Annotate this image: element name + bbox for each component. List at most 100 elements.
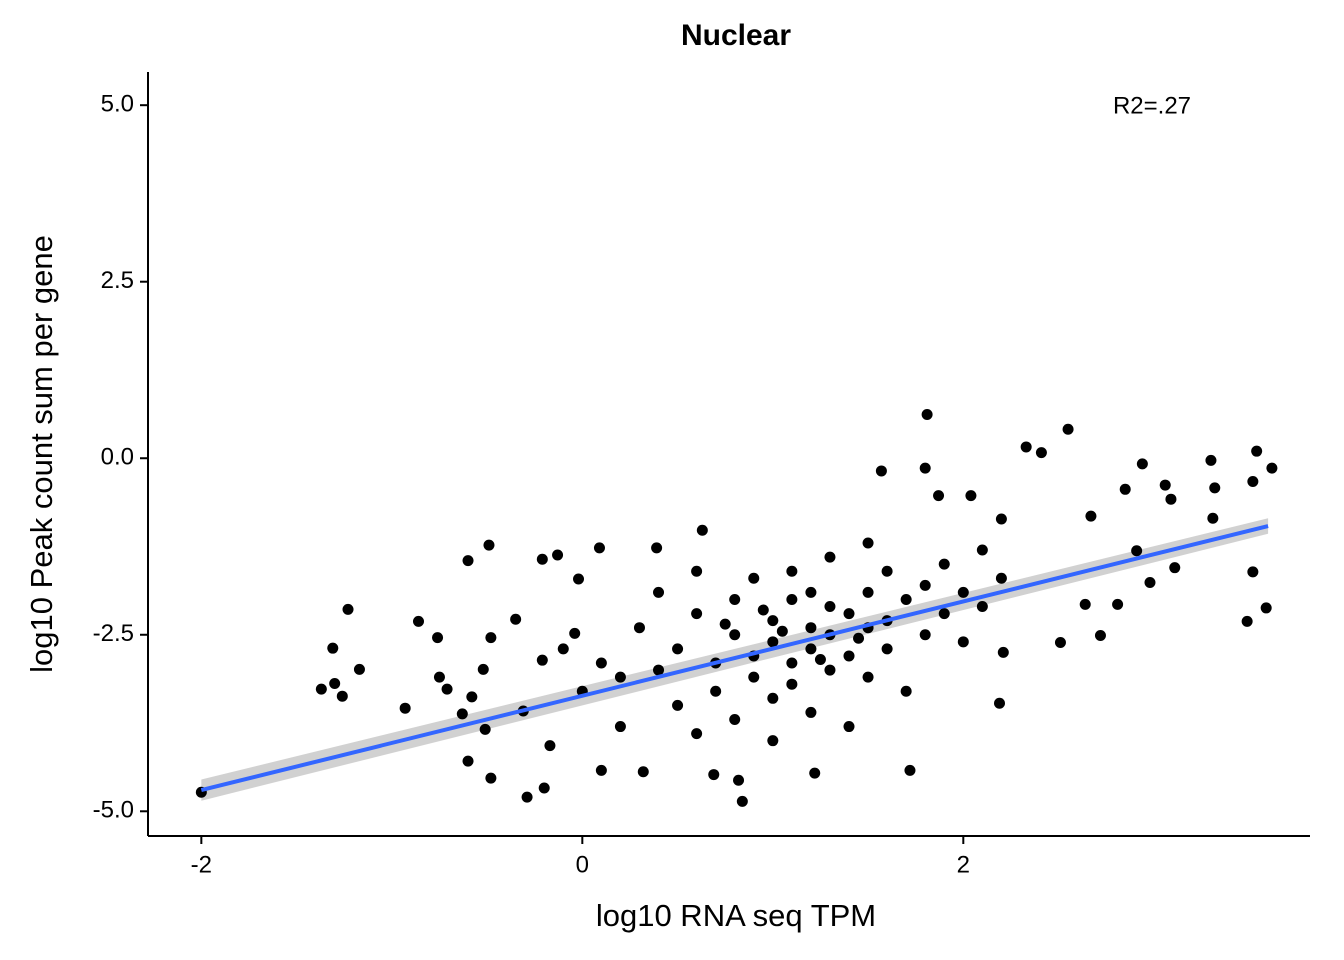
point bbox=[432, 632, 444, 644]
point bbox=[729, 593, 741, 605]
point bbox=[1119, 483, 1131, 495]
point bbox=[651, 542, 663, 554]
x-tick-label: 0 bbox=[576, 851, 589, 878]
point bbox=[805, 706, 817, 718]
y-axis-label: log10 Peak count sum per gene bbox=[24, 235, 59, 673]
point bbox=[853, 632, 865, 644]
point bbox=[904, 764, 916, 776]
point bbox=[900, 685, 912, 697]
point bbox=[536, 553, 548, 565]
point bbox=[921, 408, 933, 420]
point bbox=[327, 642, 339, 654]
point bbox=[329, 677, 341, 689]
point bbox=[485, 772, 497, 784]
point bbox=[862, 537, 874, 549]
point bbox=[786, 657, 798, 669]
point bbox=[336, 690, 348, 702]
x-tick-label: 2 bbox=[957, 851, 970, 878]
point bbox=[1241, 615, 1253, 627]
point bbox=[1136, 458, 1148, 470]
point bbox=[814, 653, 826, 665]
point bbox=[462, 755, 474, 767]
point bbox=[862, 586, 874, 598]
point bbox=[1054, 637, 1066, 649]
point bbox=[483, 539, 495, 551]
point bbox=[538, 782, 550, 794]
x-axis-label: log10 RNA seq TPM bbox=[596, 898, 876, 933]
x-tick-label: -2 bbox=[191, 851, 212, 878]
point bbox=[809, 767, 821, 779]
point bbox=[691, 565, 703, 577]
point bbox=[1207, 512, 1219, 524]
point bbox=[614, 721, 626, 733]
point bbox=[976, 544, 988, 556]
point bbox=[995, 572, 1007, 584]
point bbox=[748, 671, 760, 683]
point bbox=[1205, 454, 1217, 466]
point bbox=[569, 627, 581, 639]
point bbox=[843, 650, 855, 662]
point bbox=[1085, 510, 1097, 522]
point bbox=[881, 565, 893, 577]
point bbox=[510, 613, 522, 625]
point bbox=[957, 636, 969, 648]
point bbox=[710, 685, 722, 697]
point bbox=[824, 551, 836, 563]
point bbox=[456, 708, 468, 720]
point bbox=[1062, 423, 1074, 435]
point bbox=[736, 795, 748, 807]
point bbox=[653, 664, 665, 676]
point bbox=[412, 615, 424, 627]
point bbox=[1209, 482, 1221, 494]
point bbox=[595, 657, 607, 669]
point bbox=[805, 622, 817, 634]
point bbox=[1094, 629, 1106, 641]
point bbox=[993, 697, 1005, 709]
point bbox=[342, 603, 354, 615]
point bbox=[477, 663, 489, 675]
point bbox=[843, 721, 855, 733]
point bbox=[557, 643, 569, 655]
point bbox=[1165, 493, 1177, 505]
y-tick-label: 2.5 bbox=[101, 267, 134, 294]
point bbox=[805, 643, 817, 655]
point bbox=[1260, 602, 1272, 614]
point bbox=[719, 618, 731, 630]
point bbox=[672, 643, 684, 655]
point bbox=[757, 604, 769, 616]
point bbox=[573, 573, 585, 585]
point bbox=[1112, 598, 1124, 610]
point bbox=[786, 565, 798, 577]
point bbox=[805, 586, 817, 598]
point bbox=[1169, 562, 1181, 574]
point bbox=[938, 608, 950, 620]
fit-line bbox=[200, 524, 1269, 793]
y-tick-label: 0.0 bbox=[101, 444, 134, 471]
y-tick-label: -5.0 bbox=[93, 797, 134, 824]
point bbox=[399, 702, 411, 714]
point bbox=[919, 462, 931, 474]
y-tick-label: -2.5 bbox=[93, 620, 134, 647]
point bbox=[1251, 445, 1263, 457]
point bbox=[544, 740, 556, 752]
point bbox=[824, 601, 836, 613]
point bbox=[552, 549, 564, 561]
point bbox=[965, 490, 977, 502]
point bbox=[441, 683, 453, 695]
point bbox=[900, 593, 912, 605]
point bbox=[729, 629, 741, 641]
point bbox=[748, 572, 760, 584]
point bbox=[1035, 447, 1047, 459]
point bbox=[637, 766, 649, 778]
point bbox=[881, 643, 893, 655]
point bbox=[696, 524, 708, 536]
point bbox=[1144, 577, 1156, 589]
y-tick-label: 5.0 bbox=[101, 91, 134, 118]
point bbox=[957, 586, 969, 598]
point bbox=[786, 678, 798, 690]
point bbox=[843, 608, 855, 620]
point bbox=[824, 664, 836, 676]
point bbox=[462, 555, 474, 567]
point bbox=[933, 490, 945, 502]
